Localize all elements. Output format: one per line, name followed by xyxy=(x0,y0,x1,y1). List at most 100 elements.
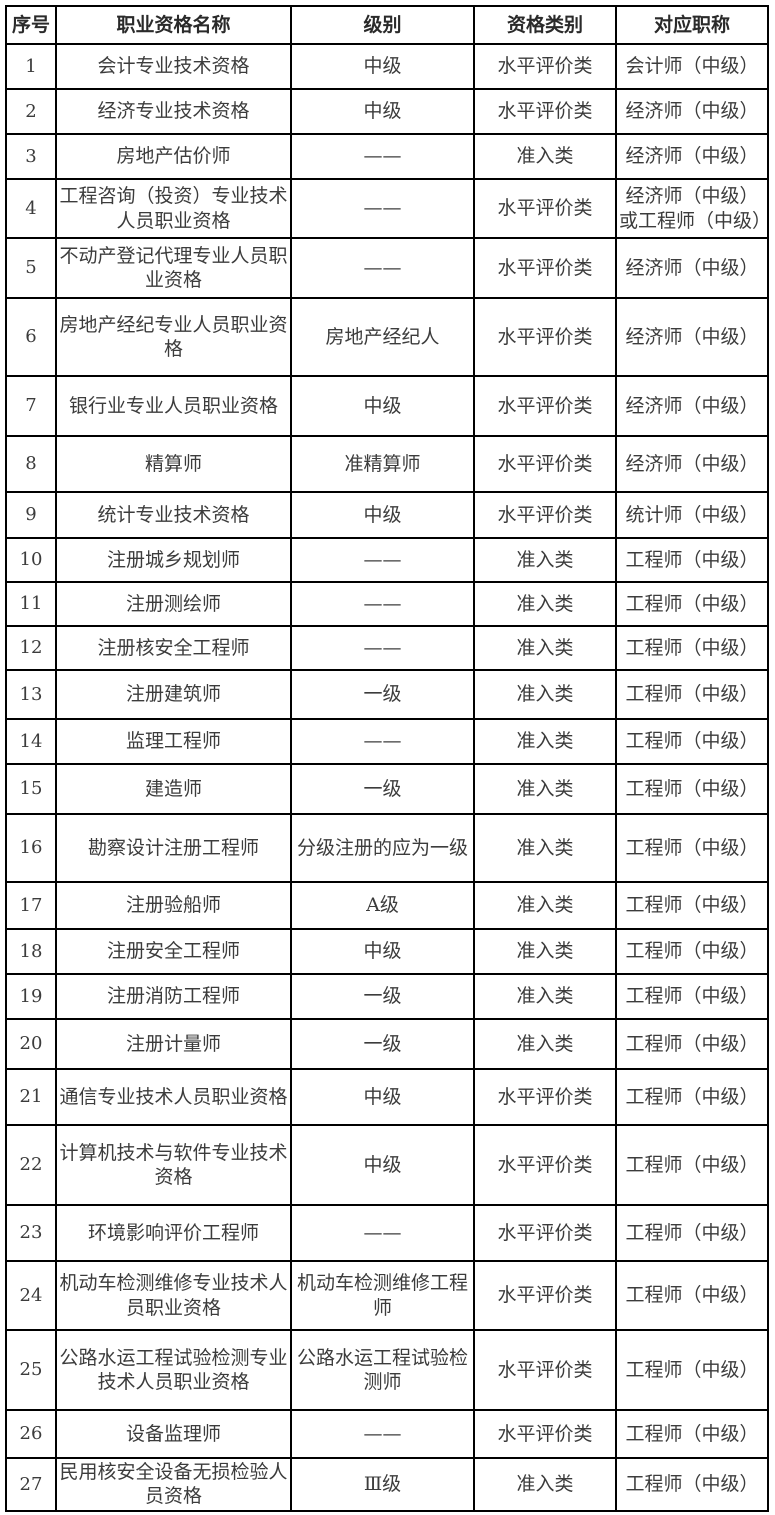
cell-category: 准入类 xyxy=(473,133,617,180)
cell-number: 1 xyxy=(5,43,57,90)
cell-title: 工程师（中级） xyxy=(615,1204,769,1262)
cell-title: 工程师（中级） xyxy=(615,581,769,627)
table-row: 13 注册建筑师 一级 准入类 工程师（中级） xyxy=(5,669,769,720)
cell-title: 工程师（中级） xyxy=(615,1018,769,1070)
cell-name: 经济专业技术资格 xyxy=(55,88,292,135)
cell-title: 工程师（中级） xyxy=(615,625,769,671)
cell-category: 准入类 xyxy=(473,813,617,883)
col-header-number: 序号 xyxy=(5,5,57,45)
cell-name: 注册安全工程师 xyxy=(55,928,292,975)
cell-category: 准入类 xyxy=(473,928,617,975)
cell-category: 水平评价类 xyxy=(473,1204,617,1262)
cell-name: 银行业专业人员职业资格 xyxy=(55,375,292,437)
cell-name: 工程咨询（投资）专业技术 人员职业资格 xyxy=(55,178,292,239)
cell-level: 中级 xyxy=(290,928,475,975)
cell-category: 准入类 xyxy=(473,1457,617,1512)
table-row: 20 注册计量师 一级 准入类 工程师（中级） xyxy=(5,1018,769,1070)
cell-name: 注册计量师 xyxy=(55,1018,292,1070)
cell-number: 19 xyxy=(5,973,57,1020)
cell-name: 精算师 xyxy=(55,435,292,493)
cell-title: 经济师（中级） 或工程师（中级） xyxy=(615,178,769,239)
cell-name: 通信专业技术人员职业资格 xyxy=(55,1068,292,1126)
cell-title: 工程师（中级） xyxy=(615,1329,769,1411)
cell-number: 17 xyxy=(5,881,57,930)
cell-number: 6 xyxy=(5,297,57,377)
cell-level: 一级 xyxy=(290,973,475,1020)
table-row: 2 经济专业技术资格 中级 水平评价类 经济师（中级） xyxy=(5,88,769,135)
cell-name: 注册核安全工程师 xyxy=(55,625,292,671)
cell-level: 准精算师 xyxy=(290,435,475,493)
table-row: 19 注册消防工程师 一级 准入类 工程师（中级） xyxy=(5,973,769,1020)
cell-name: 注册城乡规划师 xyxy=(55,537,292,583)
table-row: 4 工程咨询（投资）专业技术 人员职业资格 —— 水平评价类 经济师（中级） 或工程师（… xyxy=(5,178,769,239)
cell-category: 水平评价类 xyxy=(473,1260,617,1331)
cell-level: 一级 xyxy=(290,763,475,815)
cell-name: 环境影响评价工程师 xyxy=(55,1204,292,1262)
cell-title: 工程师（中级） xyxy=(615,718,769,765)
table-row: 24 机动车检测维修专业技术人 员职业资格 机动车检测维修工程 师水平评价类 工程师（… xyxy=(5,1260,769,1331)
cell-category: 准入类 xyxy=(473,581,617,627)
cell-level: 中级 xyxy=(290,1124,475,1206)
cell-category: 水平评价类 xyxy=(473,237,617,299)
cell-category: 准入类 xyxy=(473,881,617,930)
cell-level: 一级 xyxy=(290,1018,475,1070)
cell-number: 21 xyxy=(5,1068,57,1126)
col-header-level: 级别 xyxy=(290,5,475,45)
table-row: 1 会计专业技术资格 中级 水平评价类 会计师（中级） xyxy=(5,43,769,90)
cell-title: 工程师（中级） xyxy=(615,537,769,583)
table-row: 27 民用核安全设备无损检验人 员资格 Ⅲ级 准入类 工程师（中级） xyxy=(5,1457,769,1512)
cell-level: —— xyxy=(290,178,475,239)
cell-name: 统计专业技术资格 xyxy=(55,491,292,539)
cell-number: 23 xyxy=(5,1204,57,1262)
cell-level: 中级 xyxy=(290,1068,475,1126)
col-header-title: 对应职称 xyxy=(615,5,769,45)
cell-number: 24 xyxy=(5,1260,57,1331)
cell-level: —— xyxy=(290,537,475,583)
table-row: 21 通信专业技术人员职业资格 中级 水平评价类 工程师（中级） xyxy=(5,1068,769,1126)
table-row: 14 监理工程师 —— 准入类 工程师（中级） xyxy=(5,718,769,765)
cell-level: —— xyxy=(290,1204,475,1262)
cell-level: —— xyxy=(290,625,475,671)
cell-number: 13 xyxy=(5,669,57,720)
cell-number: 26 xyxy=(5,1409,57,1459)
table-row: 22 计算机技术与软件专业技术 资格 中级 水平评价类 工程师（中级） xyxy=(5,1124,769,1206)
table-row: 11 注册测绘师 —— 准入类 工程师（中级） xyxy=(5,581,769,627)
cell-level: 房地产经纪人 xyxy=(290,297,475,377)
cell-category: 水平评价类 xyxy=(473,1124,617,1206)
cell-number: 9 xyxy=(5,491,57,539)
cell-number: 20 xyxy=(5,1018,57,1070)
cell-name: 不动产登记代理专业人员职 业资格 xyxy=(55,237,292,299)
cell-title: 经济师（中级） xyxy=(615,435,769,493)
cell-number: 18 xyxy=(5,928,57,975)
cell-title: 统计师（中级） xyxy=(615,491,769,539)
table-row: 17 注册验船师 A级 准入类 工程师（中级） xyxy=(5,881,769,930)
cell-number: 11 xyxy=(5,581,57,627)
table-row: 8 精算师 准精算师 水平评价类 经济师（中级） xyxy=(5,435,769,493)
cell-level: Ⅲ级 xyxy=(290,1457,475,1512)
cell-category: 准入类 xyxy=(473,669,617,720)
cell-level: 中级 xyxy=(290,43,475,90)
cell-name: 民用核安全设备无损检验人 员资格 xyxy=(55,1457,292,1512)
cell-category: 水平评价类 xyxy=(473,375,617,437)
cell-level: 分级注册的应为一级 xyxy=(290,813,475,883)
cell-title: 工程师（中级） xyxy=(615,669,769,720)
table-row: 15 建造师 一级 准入类 工程师（中级） xyxy=(5,763,769,815)
cell-category: 水平评价类 xyxy=(473,178,617,239)
cell-category: 水平评价类 xyxy=(473,88,617,135)
cell-name: 建造师 xyxy=(55,763,292,815)
cell-number: 15 xyxy=(5,763,57,815)
cell-title: 工程师（中级） xyxy=(615,1068,769,1126)
qualification-table: 序号 职业资格名称 级别 资格类别 对应职称 1 会计专业技术资格 中级 水平评价类 会计师（中… xyxy=(5,5,769,1512)
cell-number: 14 xyxy=(5,718,57,765)
cell-level: 机动车检测维修工程 师 xyxy=(290,1260,475,1331)
cell-level: —— xyxy=(290,718,475,765)
cell-name: 勘察设计注册工程师 xyxy=(55,813,292,883)
cell-category: 准入类 xyxy=(473,1018,617,1070)
cell-category: 准入类 xyxy=(473,625,617,671)
cell-number: 16 xyxy=(5,813,57,883)
cell-category: 准入类 xyxy=(473,763,617,815)
cell-category: 水平评价类 xyxy=(473,1329,617,1411)
table-row: 5 不动产登记代理专业人员职 业资格 —— 水平评价类 经济师（中级） xyxy=(5,237,769,299)
cell-title: 工程师（中级） xyxy=(615,881,769,930)
